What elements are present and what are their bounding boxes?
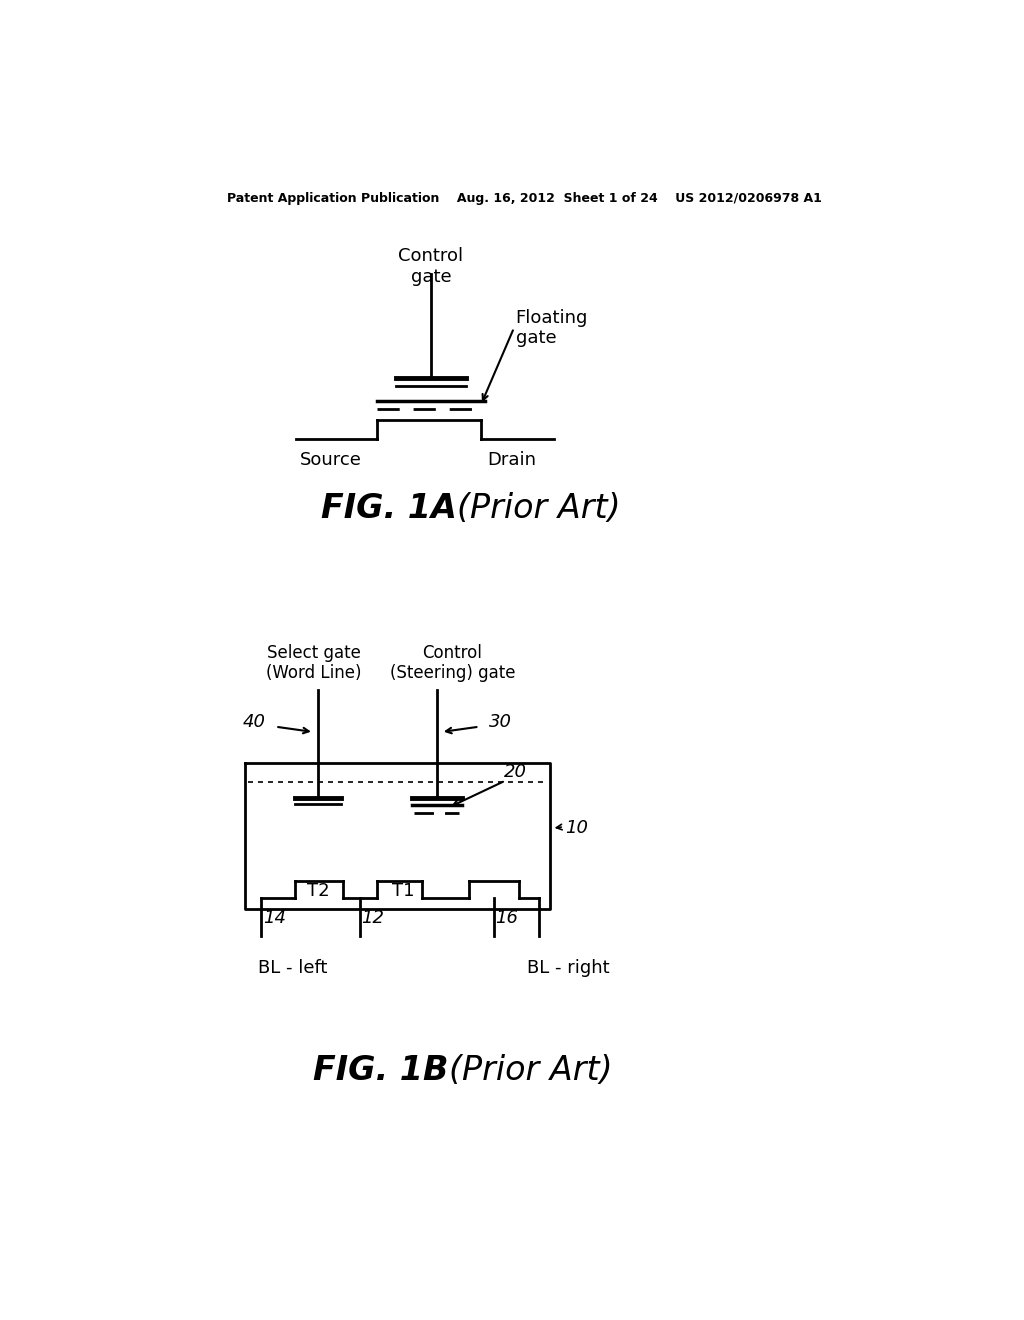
- Text: Patent Application Publication    Aug. 16, 2012  Sheet 1 of 24    US 2012/020697: Patent Application Publication Aug. 16, …: [227, 191, 822, 205]
- Text: (Prior Art): (Prior Art): [457, 492, 621, 525]
- Text: (Prior Art): (Prior Art): [450, 1055, 612, 1088]
- Text: 10: 10: [565, 820, 589, 837]
- Text: Control
(Steering) gate: Control (Steering) gate: [390, 644, 515, 682]
- Text: BL - left: BL - left: [258, 960, 327, 977]
- Text: BL - right: BL - right: [527, 960, 609, 977]
- Text: Select gate
(Word Line): Select gate (Word Line): [266, 644, 361, 682]
- Text: FIG. 1B: FIG. 1B: [313, 1055, 449, 1088]
- Text: 16: 16: [496, 909, 518, 927]
- Text: Control
gate: Control gate: [398, 247, 464, 285]
- Text: FIG. 1A: FIG. 1A: [321, 492, 457, 525]
- Text: Source: Source: [300, 451, 361, 469]
- Text: T2: T2: [307, 883, 330, 900]
- Text: 30: 30: [489, 713, 512, 731]
- Text: 12: 12: [361, 909, 385, 927]
- Text: Drain: Drain: [487, 451, 537, 469]
- Text: 14: 14: [263, 909, 286, 927]
- Text: 40: 40: [243, 713, 265, 731]
- Text: Floating
gate: Floating gate: [515, 309, 588, 347]
- Text: T1: T1: [392, 883, 415, 900]
- Text: 20: 20: [504, 763, 527, 781]
